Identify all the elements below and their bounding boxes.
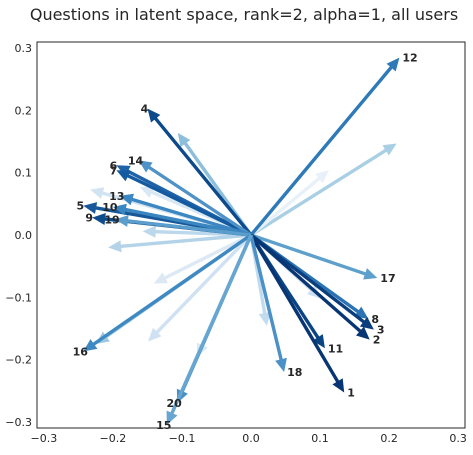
arrow-label-16: 16	[73, 345, 89, 358]
arrow-unlabeled-20	[250, 143, 397, 237]
arrow-label-5: 5	[76, 200, 84, 213]
arrow-question-15	[166, 234, 253, 425]
arrow-label-11: 11	[328, 342, 343, 355]
arrow-question-8	[250, 233, 369, 319]
arrow-question-3	[250, 233, 374, 330]
arrow-question-7	[116, 170, 252, 237]
arrow-question-4	[147, 108, 253, 237]
arrow-label-1: 1	[347, 387, 355, 400]
y-tick-label: 0.3	[15, 42, 33, 55]
arrow-label-4: 4	[141, 103, 149, 116]
arrow-label-9: 9	[85, 212, 93, 225]
arrow-label-18: 18	[287, 366, 302, 379]
arrow-unlabeled-23	[139, 186, 252, 237]
x-tick-label: 0.1	[311, 432, 329, 445]
arrow-unlabeled-27	[153, 233, 252, 284]
arrow-unlabeled-21	[249, 170, 329, 237]
y-tick-label: −0.2	[5, 354, 32, 367]
arrow-question-14	[138, 160, 252, 237]
arrow-label-6: 6	[110, 159, 118, 172]
arrow-question-18	[249, 234, 287, 372]
x-tick-label: −0.1	[169, 432, 196, 445]
arrow-question-2	[249, 233, 370, 340]
plot-frame	[36, 41, 466, 429]
arrow-unlabeled-22	[177, 132, 253, 236]
y-tick-label: 0.0	[15, 229, 33, 242]
x-tick-label: 0.2	[380, 432, 398, 445]
arrow-question-10	[112, 203, 252, 237]
arrow-unlabeled-25	[142, 225, 252, 238]
y-tick-label: −0.3	[5, 416, 32, 429]
arrow-question-12	[249, 57, 400, 237]
arrow-layer	[83, 57, 400, 425]
x-tick-label: −0.2	[100, 432, 127, 445]
arrow-question-17	[250, 233, 378, 280]
y-tick-labels: 0.3 0.2 0.1 0.0 −0.1 −0.2 −0.3	[5, 42, 32, 429]
arrow-label-13: 13	[109, 190, 124, 203]
x-tick-label: 0.0	[242, 432, 260, 445]
arrow-label-2: 2	[373, 334, 381, 347]
arrow-label-3: 3	[377, 324, 385, 337]
arrow-question-16	[83, 233, 252, 352]
arrow-question-13	[119, 193, 252, 237]
x-tick-label: −0.3	[31, 432, 58, 445]
y-tick-label: 0.1	[15, 167, 33, 180]
y-tick-label: 0.2	[15, 105, 33, 118]
arrow-label-17: 17	[380, 272, 395, 285]
arrow-label-14: 14	[128, 154, 144, 167]
arrow-label-19: 19	[104, 213, 119, 226]
arrow-unlabeled-26	[108, 233, 252, 253]
x-tick-labels: −0.3 −0.2 −0.1 0.0 0.1 0.2 0.3	[31, 432, 467, 445]
x-tick-label: 0.3	[449, 432, 467, 445]
arrow-question-1	[249, 234, 345, 393]
chart-title: Questions in latent space, rank=2, alpha…	[30, 5, 458, 24]
arrow-label-10: 10	[102, 201, 118, 214]
arrow-unlabeled-31	[249, 234, 271, 326]
arrow-label-8: 8	[371, 313, 379, 326]
arrow-question-19	[115, 215, 252, 237]
y-tick-label: −0.1	[5, 291, 32, 304]
arrow-label-12: 12	[402, 52, 417, 65]
arrow-label-7: 7	[110, 164, 118, 177]
arrow-label-15: 15	[156, 419, 171, 432]
arrow-unlabeled-29	[148, 233, 253, 342]
arrow-label-20: 20	[166, 397, 182, 410]
